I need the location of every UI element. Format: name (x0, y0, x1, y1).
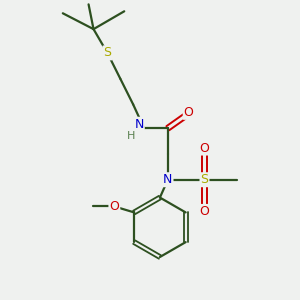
Text: H: H (127, 131, 135, 141)
Text: O: O (184, 106, 194, 119)
Text: O: O (200, 142, 209, 154)
Text: N: N (163, 173, 172, 186)
Text: O: O (110, 200, 119, 213)
Text: S: S (200, 173, 208, 186)
Text: N: N (134, 118, 144, 131)
Text: O: O (200, 205, 209, 218)
Text: S: S (103, 46, 111, 59)
